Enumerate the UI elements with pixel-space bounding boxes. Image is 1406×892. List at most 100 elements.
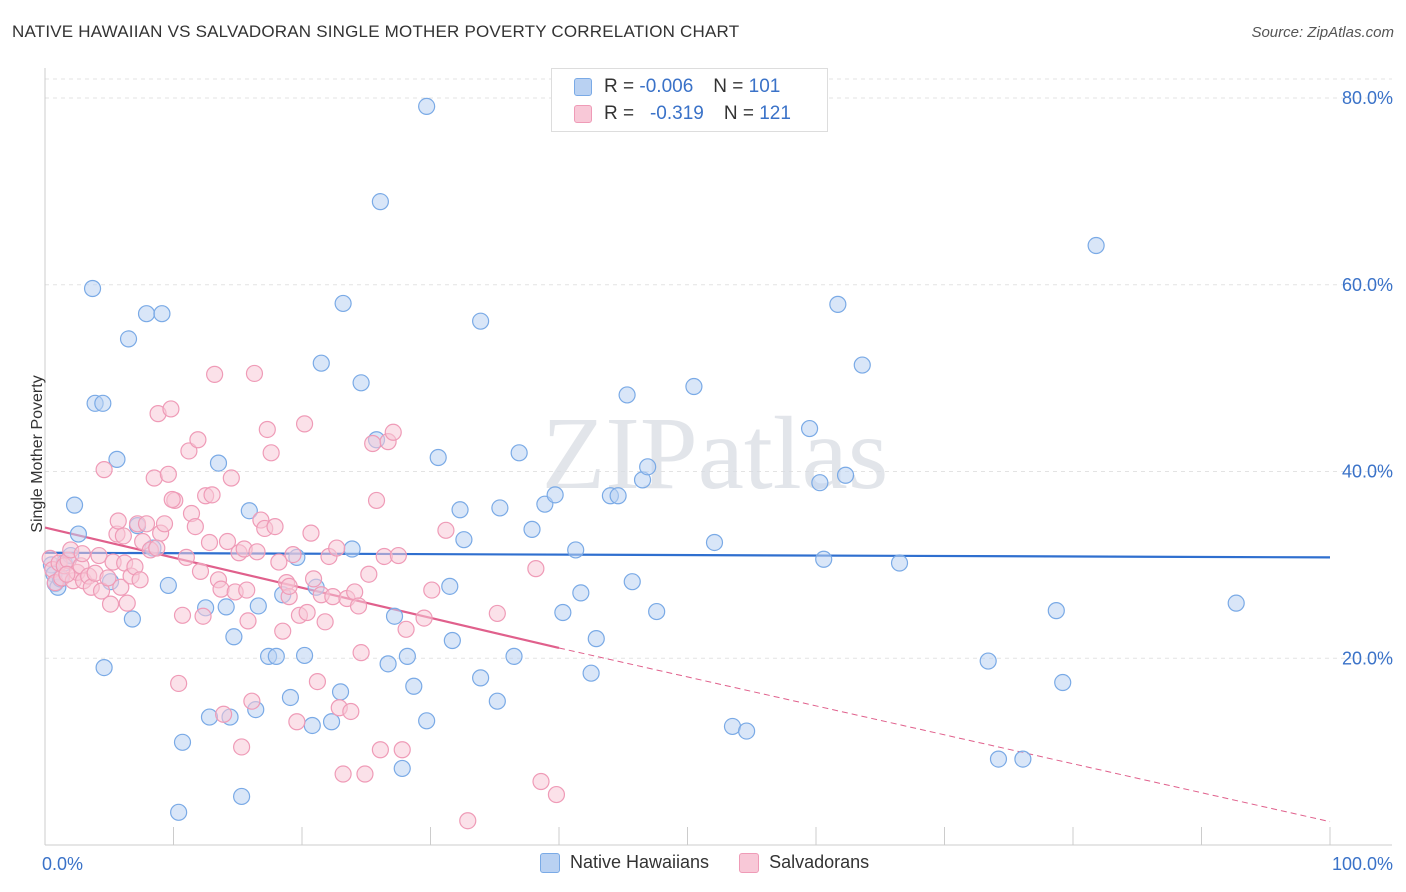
data-point [397,620,415,638]
data-point [312,354,330,372]
data-point [379,655,397,673]
data-point [1014,750,1032,768]
native-hawaiians-legend-swatch [540,852,560,873]
data-point [65,496,84,514]
legend-label: Native Hawaiians [570,852,710,872]
data-point [1227,594,1245,612]
data-point [349,597,368,615]
data-point [159,465,177,483]
data-point [137,305,156,323]
legend-item-native-hawaiians: Native Hawaiians [540,852,709,873]
data-point [101,595,120,613]
data-point [815,550,833,568]
data-point [316,613,334,631]
y-tick-label: 20.0% [1342,648,1393,668]
data-point [829,295,847,313]
data-point [1054,673,1072,692]
data-point [356,765,374,783]
data-point [177,548,195,567]
data-point [705,533,724,552]
data-point [836,466,855,484]
data-point [1047,602,1065,620]
data-point [248,543,266,561]
data-point [582,664,600,682]
data-point [217,598,235,616]
data-point [567,541,585,559]
data-point [233,787,251,806]
data-point [472,312,490,330]
data-point [114,527,132,545]
data-point [238,581,256,599]
data-point [222,469,240,487]
data-point [367,491,386,510]
data-point [194,607,212,625]
data-point [218,532,237,551]
data-point [811,474,829,492]
data-point [274,622,292,640]
data-point [488,604,506,623]
trend-line [44,526,560,650]
data-point [415,609,433,627]
data-point [343,540,361,558]
salvadorans-swatch [574,105,592,123]
data-point [209,454,228,472]
chart-title: NATIVE HAWAIIAN VS SALVADORAN SINGLE MOT… [12,22,740,41]
data-point [131,571,149,589]
data-point [99,569,117,587]
data-points [41,97,1245,830]
data-point [979,652,997,670]
data-point [303,716,321,735]
data-point [69,525,88,543]
y-axis-label: Single Mother Poverty [29,375,46,533]
data-point [200,533,219,552]
data-point [371,741,389,759]
data-point [334,765,352,783]
data-point [505,647,523,665]
trend-line-extension [558,647,1331,823]
data-point [393,741,411,759]
data-point [488,692,506,710]
data-point [94,394,112,412]
data-point [153,305,171,323]
data-point [418,712,436,730]
data-point [159,576,177,595]
data-point [491,499,509,517]
data-point [352,644,370,662]
y-tick-label: 80.0% [1342,88,1393,108]
data-point [398,647,416,665]
watermark: ZIPatlas [542,396,889,511]
data-point [173,733,192,751]
data-point [295,415,314,433]
data-point [233,738,251,756]
legend-item-salvadorans: Salvadorans [739,852,869,873]
data-point [180,442,198,460]
data-point [342,702,360,721]
data-point [371,193,389,211]
data-point [418,97,436,116]
data-point [384,423,402,441]
data-point [108,450,126,468]
data-point [429,448,447,467]
data-point [639,458,657,476]
n-label: N = [723,103,754,124]
data-point [243,692,261,710]
legend-label: Salvadorans [769,852,870,872]
data-point [281,688,300,707]
data-point [200,708,219,726]
data-point [334,294,352,313]
data-point [58,565,76,583]
series-salvadorans [41,364,566,830]
data-point [609,487,627,505]
native-hawaiians-swatch [574,78,592,96]
data-point [527,560,545,578]
data-point [191,562,210,581]
data-point [266,517,284,536]
data-point [119,330,138,348]
r-label: R = [604,76,635,97]
data-point [423,581,441,599]
data-point [389,546,407,565]
stats-legend: R = -0.006 N = 101 R = -0.319 N = 121 [551,68,828,132]
data-point [155,515,174,533]
data-point [302,524,320,542]
data-point [262,444,280,462]
